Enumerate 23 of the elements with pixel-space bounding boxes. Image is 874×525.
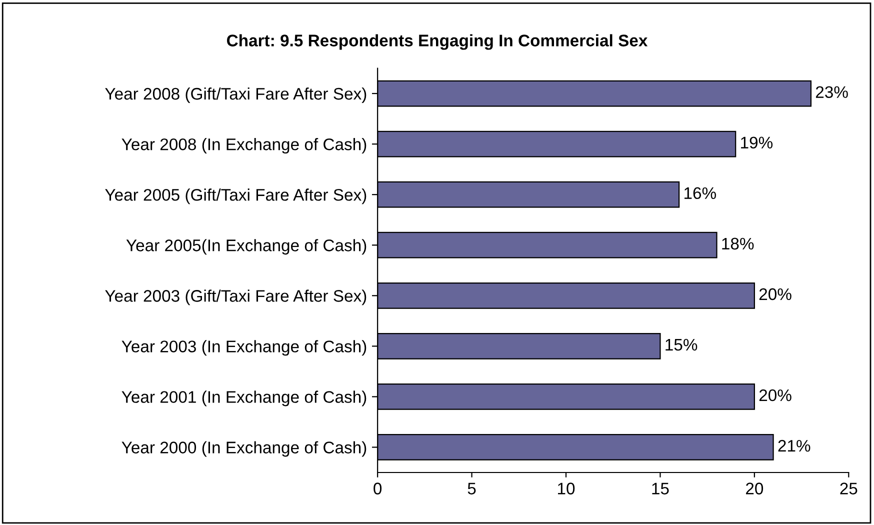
data-label: 20% <box>759 288 792 300</box>
y-tick-label: Year 2008 (Gift/Taxi Fare After Sex) <box>105 87 366 104</box>
data-label: 23% <box>816 86 848 98</box>
y-tick-label: Year 2003 (Gift/Taxi Fare After Sex) <box>105 290 366 306</box>
data-label: 21% <box>778 440 810 452</box>
x-tick-label: 15 <box>652 482 669 494</box>
y-tick-label: Year 2001 (In Exchange of Cash) <box>122 390 366 406</box>
y-tick-label: Year 2005 (Gift/Taxi Fare After Sex) <box>105 188 366 204</box>
data-label: 19% <box>741 136 773 149</box>
data-label: 15% <box>666 338 698 351</box>
x-tick-label: 10 <box>558 482 575 494</box>
x-tick-label: 0 <box>374 482 382 494</box>
y-tick-label: Year 2003 (In Exchange of Cash) <box>122 340 366 356</box>
x-tick-label: 5 <box>468 482 476 494</box>
y-tick-label: Year 2005(In Exchange of Cash) <box>126 239 366 255</box>
data-label: 18% <box>722 238 754 250</box>
x-tick-label: 25 <box>840 482 858 494</box>
y-tick-label: Year 2008 (In Exchange of Cash) <box>122 138 366 154</box>
y-tick-label: Year 2000 (In Exchange of Cash) <box>122 441 366 457</box>
x-tick-label: 20 <box>746 482 764 494</box>
data-label: 16% <box>684 187 716 200</box>
chart-title: Chart: 9.5 Respondents Engaging In Commercial Sex <box>227 34 648 50</box>
data-label: 20% <box>759 389 792 402</box>
